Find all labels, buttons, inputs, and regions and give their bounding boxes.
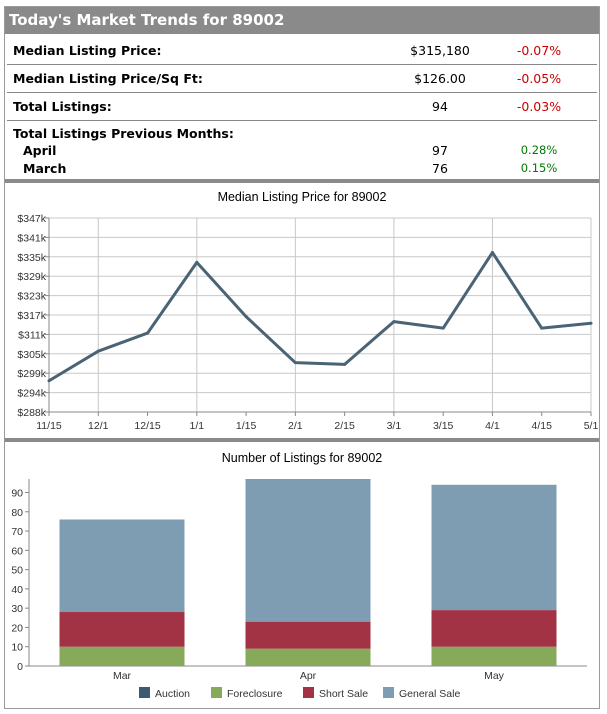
legend-label: Auction [155, 688, 190, 700]
section-divider [5, 179, 599, 183]
legend-label: General Sale [399, 688, 460, 700]
price-point [146, 331, 150, 335]
y-tick-label: 40 [11, 584, 23, 596]
bar-segment-foreclosure [431, 646, 557, 666]
bar-segment-foreclosure [245, 648, 371, 666]
previous-months-label: Total Listings Previous Months: [13, 126, 234, 141]
bar-segment-general-sale [431, 484, 557, 611]
median-price-line-chart: $288k $294k $299k $305k $311k $317k $323k $329k… [17, 213, 599, 432]
x-tick-label: 4/1 [485, 420, 500, 432]
y-tick-label: $323k [17, 291, 46, 303]
legend-swatch [139, 687, 150, 698]
y-tick-label: 10 [11, 642, 23, 654]
legend-swatch [303, 687, 314, 698]
month-label: March [23, 161, 67, 176]
line-chart-title: Median Listing Price for 89002 [217, 190, 387, 204]
price-point [441, 326, 445, 330]
y-tick-label: 60 [11, 545, 23, 557]
price-point [293, 361, 297, 365]
month-change: 0.15% [520, 161, 558, 175]
y-tick-label: $329k [17, 271, 46, 283]
x-tick-label: 1/15 [236, 420, 257, 432]
y-tick-label: 70 [11, 526, 23, 538]
price-point [47, 379, 51, 383]
price-point [540, 326, 544, 330]
y-tick-label: 50 [11, 565, 23, 577]
x-tick-label: 3/1 [387, 420, 402, 432]
x-tick-label: 5/1 [584, 420, 599, 432]
y-tick-label: 20 [11, 622, 23, 634]
x-tick-label: May [484, 670, 505, 682]
stat-change: -0.07% [516, 43, 562, 58]
y-tick-label: $299k [17, 368, 46, 380]
legend-label: Short Sale [319, 688, 368, 700]
stat-value: $126.00 [414, 71, 466, 86]
x-tick-label: 12/15 [134, 420, 160, 432]
y-tick-label: $317k [17, 310, 46, 322]
stat-value: $315,180 [410, 43, 470, 58]
price-point [490, 251, 494, 255]
stat-change: -0.05% [516, 71, 562, 86]
month-label: April [23, 143, 57, 158]
y-tick-label: 30 [11, 603, 23, 615]
stat-value: 94 [432, 99, 448, 114]
listings-bar-chart: 0 10 20 30 40 50 60 70 80 90 Mar Apr May Auction Forec… [11, 479, 587, 700]
y-tick-label: $311k [18, 329, 47, 341]
y-tick-label: 0 [17, 661, 23, 673]
x-tick-label: 2/15 [334, 420, 355, 432]
y-tick-label: $347k [17, 213, 46, 225]
y-tick-label: 80 [11, 507, 23, 519]
month-value: 76 [432, 161, 448, 176]
stat-label: Median Listing Price: [13, 43, 162, 58]
price-point [195, 260, 199, 264]
month-value: 97 [432, 143, 448, 158]
bar-chart-title: Number of Listings for 89002 [221, 451, 383, 465]
bar-segment-foreclosure [59, 646, 185, 666]
section-divider [5, 438, 599, 442]
y-tick-label: $288k [17, 407, 46, 419]
bar-segment-short-sale [431, 610, 557, 647]
divider [7, 64, 597, 65]
legend-label: Foreclosure [227, 688, 283, 700]
stat-label: Total Listings: [13, 99, 112, 114]
y-tick-label: $305k [17, 349, 46, 361]
x-tick-label: Apr [300, 670, 317, 682]
stat-label: Median Listing Price/Sq Ft: [13, 71, 203, 86]
x-tick-label: Mar [113, 670, 132, 682]
legend-swatch [211, 687, 222, 698]
stat-change: -0.03% [516, 99, 562, 114]
widget-title: Today's Market Trends for 89002 [5, 7, 599, 34]
bar-segment-general-sale [245, 479, 371, 622]
price-point [96, 349, 100, 353]
y-tick-label: $294k [17, 388, 46, 400]
y-tick-label: $335k [17, 252, 46, 264]
x-tick-label: 2/1 [288, 420, 303, 432]
price-point [392, 320, 396, 324]
x-tick-label: 11/15 [36, 420, 62, 432]
month-change: 0.28% [520, 143, 558, 157]
y-tick-label: 90 [11, 487, 23, 499]
bar-segment-general-sale [59, 519, 185, 613]
divider [7, 92, 597, 93]
price-point [343, 362, 347, 366]
price-point [589, 321, 593, 325]
y-tick-label: $341k [17, 232, 46, 244]
divider [7, 120, 597, 121]
x-tick-label: 3/15 [433, 420, 454, 432]
x-tick-label: 4/15 [532, 420, 553, 432]
price-series-line [48, 251, 592, 383]
market-trends-widget: Today's Market Trends for 89002 Median L… [4, 6, 600, 709]
x-tick-label: 1/1 [190, 420, 205, 432]
bar-segment-short-sale [245, 621, 371, 649]
price-point [244, 315, 248, 319]
legend-swatch [383, 687, 394, 698]
bar-segment-short-sale [59, 612, 185, 647]
x-tick-label: 12/1 [88, 420, 109, 432]
